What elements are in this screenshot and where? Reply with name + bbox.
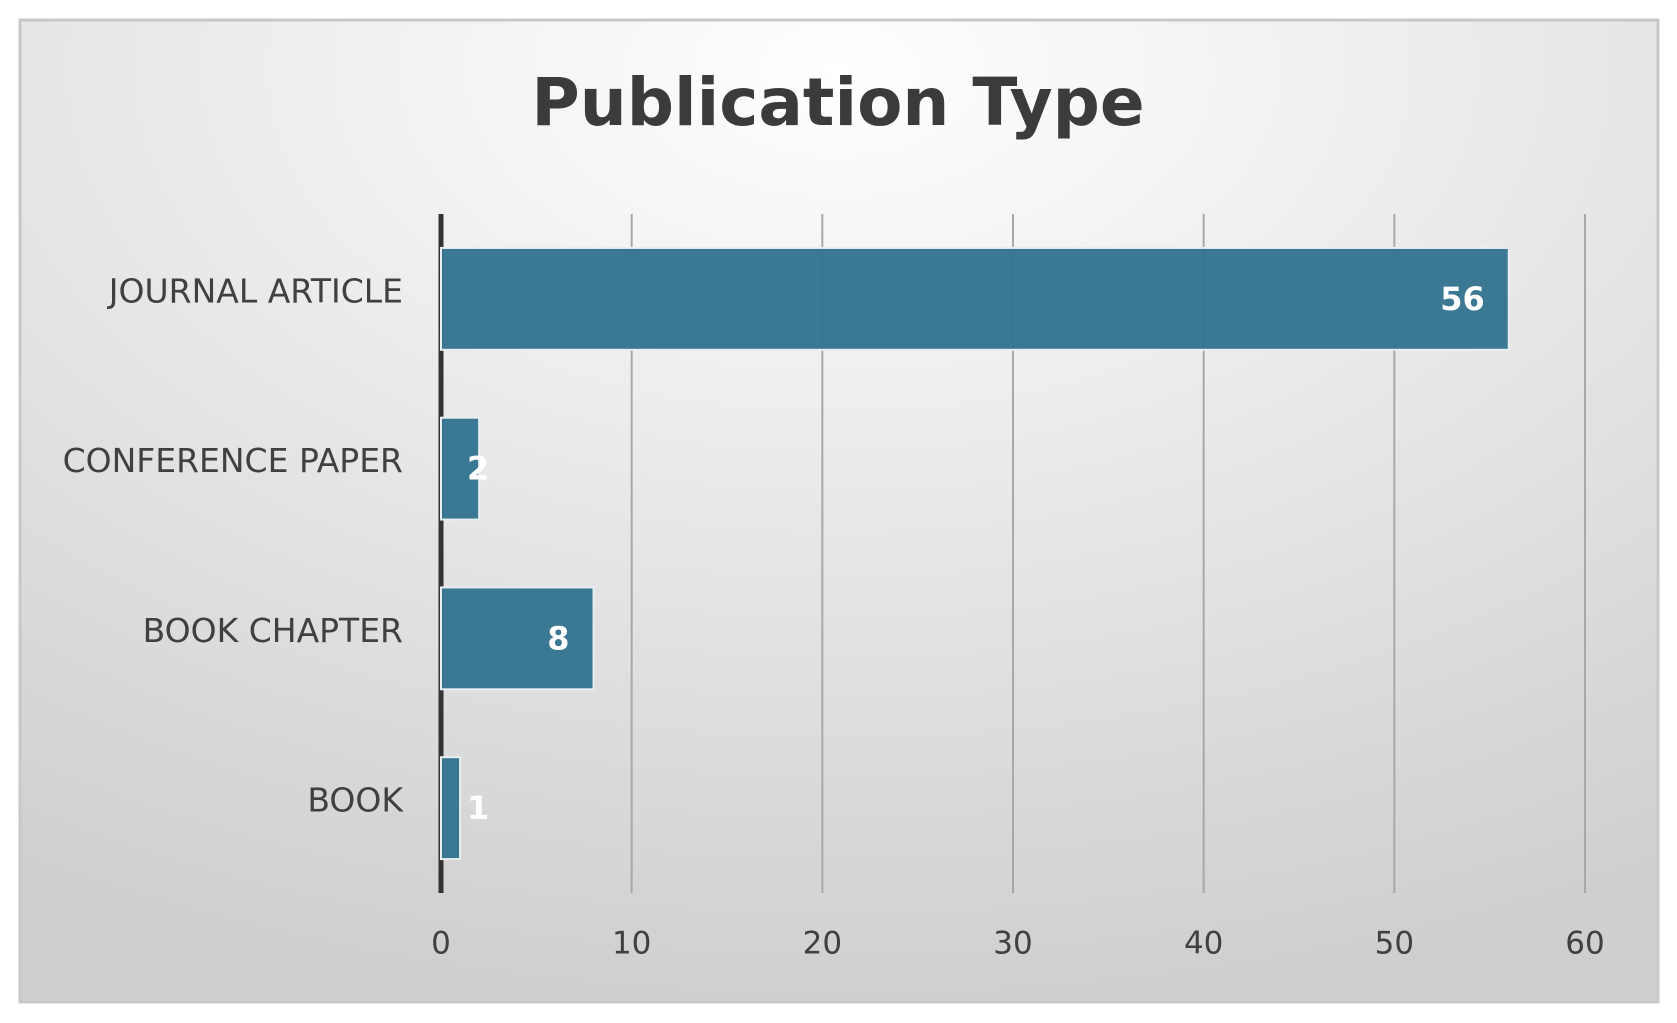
value-label: 1: [467, 789, 489, 827]
bar: [440, 756, 462, 861]
y-tick-label: JOURNAL ARTICLE: [107, 271, 403, 310]
y-tick-label: BOOK CHAPTER: [143, 611, 403, 650]
x-tick-label: 10: [612, 926, 651, 962]
value-label: 2: [467, 450, 489, 488]
bar: [440, 416, 481, 521]
x-tick-label: 30: [993, 926, 1032, 962]
value-label: 56: [1440, 280, 1485, 318]
x-tick-label: 0: [431, 926, 451, 962]
value-label: 8: [547, 619, 569, 657]
y-tick-label: BOOK: [307, 781, 404, 820]
x-tick-label: 20: [803, 926, 842, 962]
y-tick-label: CONFERENCE PAPER: [63, 441, 403, 480]
x-tick-label: 40: [1184, 926, 1223, 962]
bar: [440, 246, 1510, 351]
x-tick-label: 60: [1565, 926, 1604, 962]
chart-title: Publication Type: [531, 64, 1144, 141]
x-tick-label: 50: [1375, 926, 1414, 962]
chart-frame: [18, 18, 1660, 1004]
bar: [440, 586, 595, 691]
